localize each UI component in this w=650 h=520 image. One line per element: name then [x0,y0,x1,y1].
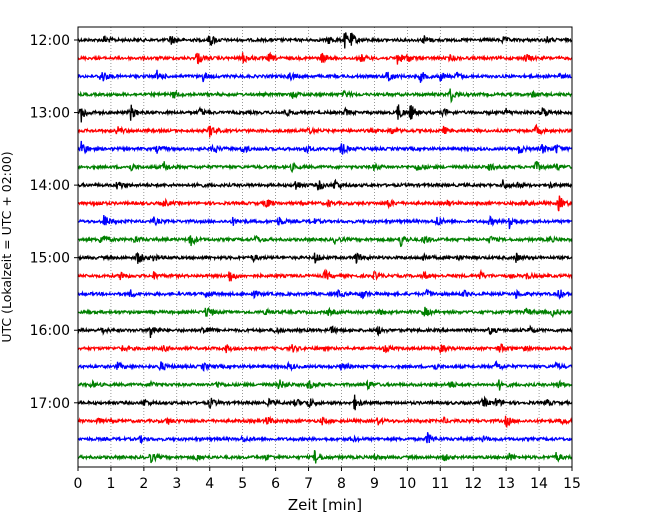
trace-1230 [77,69,573,83]
x-tick-label-11: 11 [431,476,449,492]
x-tick-label-13: 13 [497,476,515,492]
y-tick-label-1: 13:00 [30,106,70,122]
trace-1745 [77,449,573,464]
y-tick-label-2: 14:00 [30,178,70,194]
trace-1515 [77,268,573,282]
y-tick-label-0: 12:00 [30,33,70,49]
y-tick-label-4: 16:00 [30,323,70,339]
seismogram-traces [77,32,573,464]
trace-1345 [77,160,573,174]
x-tick-label-5: 5 [238,476,247,492]
trace-1715 [77,415,573,429]
x-tick-label-8: 8 [337,476,346,492]
trace-1400 [77,178,573,191]
trace-1430 [77,215,573,230]
x-tick-label-14: 14 [530,476,548,492]
y-tick-label-3: 15:00 [30,251,70,267]
trace-1615 [77,343,573,355]
trace-1245 [77,88,573,104]
trace-1215 [77,51,573,65]
trace-1700 [77,394,573,411]
y-axis: 12:00 13:00 14:00 15:00 16:00 17:00 [30,33,78,412]
trace-1600 [77,324,573,339]
x-tick-label-1: 1 [106,476,115,492]
y-axis-label: UTC (Lokalzeit = UTC + 02:00) [0,151,14,342]
x-axis: 0 1 2 3 4 5 6 7 8 9 10 11 12 13 14 15 [74,467,581,492]
trace-1630 [77,360,573,373]
plot-frame [77,26,573,468]
trace-1315 [77,123,573,138]
trace-1445 [77,234,573,248]
x-tick-label-9: 9 [370,476,379,492]
x-tick-label-12: 12 [464,476,482,492]
trace-1200 [77,32,573,49]
trace-1330 [77,140,573,155]
x-axis-label: Zeit [min] [288,496,362,514]
x-tick-label-6: 6 [271,476,280,492]
trace-1415 [77,195,573,212]
x-tick-label-15: 15 [563,476,581,492]
x-tick-label-0: 0 [74,476,83,492]
trace-1530 [77,288,573,301]
x-tick-label-10: 10 [398,476,416,492]
trace-1545 [77,306,573,319]
x-tick-label-7: 7 [304,476,313,492]
grid [110,27,540,467]
trace-1300 [77,104,573,123]
x-tick-label-4: 4 [205,476,214,492]
trace-1500 [77,251,573,264]
x-tick-label-2: 2 [139,476,148,492]
trace-1730 [77,432,573,445]
y-tick-label-5: 17:00 [30,396,70,412]
x-tick-label-3: 3 [172,476,181,492]
trace-1645 [77,378,573,391]
